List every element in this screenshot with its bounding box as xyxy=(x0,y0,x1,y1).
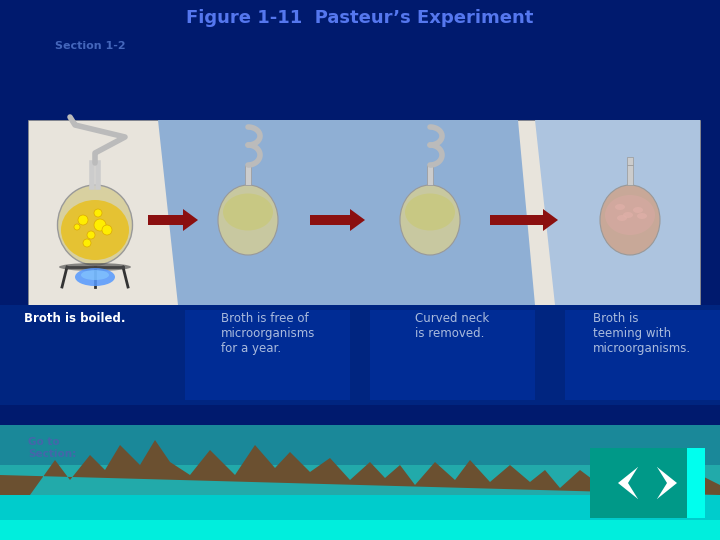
Bar xyxy=(687,448,705,518)
Polygon shape xyxy=(628,467,638,499)
Text: Broth is free of
microorganisms
for a year.: Broth is free of microorganisms for a ye… xyxy=(221,312,315,355)
Bar xyxy=(370,310,535,400)
Polygon shape xyxy=(535,120,700,305)
Ellipse shape xyxy=(218,185,278,255)
Ellipse shape xyxy=(605,195,655,235)
Bar xyxy=(627,165,633,185)
Polygon shape xyxy=(657,467,667,499)
FancyArrow shape xyxy=(148,209,198,231)
Polygon shape xyxy=(618,467,638,499)
Polygon shape xyxy=(0,440,720,495)
Text: Section 1-2: Section 1-2 xyxy=(55,41,125,51)
Ellipse shape xyxy=(633,207,643,213)
Circle shape xyxy=(87,231,95,239)
Bar xyxy=(427,165,433,185)
FancyArrow shape xyxy=(490,209,558,231)
Bar xyxy=(0,465,720,540)
Ellipse shape xyxy=(615,204,625,210)
Polygon shape xyxy=(657,467,677,499)
Ellipse shape xyxy=(617,215,627,221)
Bar xyxy=(0,425,720,540)
Ellipse shape xyxy=(405,193,455,231)
Bar xyxy=(245,165,251,185)
Circle shape xyxy=(74,224,80,230)
Bar xyxy=(565,310,720,400)
Bar xyxy=(0,495,720,540)
FancyArrow shape xyxy=(310,209,365,231)
Polygon shape xyxy=(158,120,360,305)
Ellipse shape xyxy=(623,212,633,218)
Circle shape xyxy=(83,239,91,247)
Bar xyxy=(627,157,633,165)
Bar xyxy=(590,448,705,518)
Circle shape xyxy=(102,225,112,235)
Ellipse shape xyxy=(58,185,132,265)
Ellipse shape xyxy=(59,263,131,271)
Ellipse shape xyxy=(75,268,115,286)
Text: Broth is boiled.: Broth is boiled. xyxy=(24,312,126,325)
Ellipse shape xyxy=(81,270,109,280)
Circle shape xyxy=(78,215,88,225)
Bar xyxy=(0,305,720,405)
Ellipse shape xyxy=(600,185,660,255)
Text: Broth is
teeming with
microorganisms.: Broth is teeming with microorganisms. xyxy=(593,312,691,355)
Text: Figure 1-11  Pasteur’s Experiment: Figure 1-11 Pasteur’s Experiment xyxy=(186,9,534,27)
Ellipse shape xyxy=(400,185,460,255)
Circle shape xyxy=(94,209,102,217)
Text: Curved neck
is removed.: Curved neck is removed. xyxy=(415,312,489,340)
Polygon shape xyxy=(338,120,535,305)
Bar xyxy=(28,120,700,305)
Text: Go to
Section:: Go to Section: xyxy=(28,437,76,459)
Bar xyxy=(0,520,720,540)
Bar xyxy=(185,310,350,400)
Ellipse shape xyxy=(637,213,647,219)
Ellipse shape xyxy=(61,200,129,260)
Circle shape xyxy=(94,219,106,231)
Ellipse shape xyxy=(223,193,273,231)
